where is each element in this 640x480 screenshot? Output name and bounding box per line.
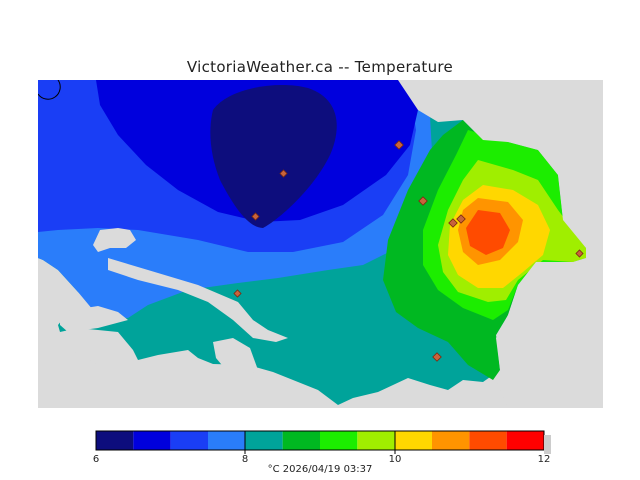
- inlet-bay: [213, 338, 258, 378]
- colorbar-shadow: [544, 435, 551, 454]
- colorbar-bin: [133, 431, 171, 450]
- station-marker[interactable]: [575, 249, 584, 258]
- colorbar-bin: [357, 431, 395, 450]
- colorbar-tick-label: 8: [241, 454, 249, 465]
- inlet-arm: [108, 258, 288, 342]
- temperature-map: [38, 80, 603, 408]
- station-marker[interactable]: [418, 196, 428, 206]
- colorbar-bin: [394, 431, 432, 450]
- station-marker[interactable]: [448, 218, 458, 228]
- station-marker[interactable]: [394, 140, 404, 150]
- colorbar-bin: [506, 431, 544, 450]
- colorbar-bin: [432, 431, 470, 450]
- colorbar-bin: [282, 431, 320, 450]
- colorbar-tick-label: 10: [388, 454, 402, 465]
- colorbar-tick-label: 12: [537, 454, 551, 465]
- inlet-west: [93, 228, 136, 252]
- inlet-south: [60, 306, 128, 332]
- contour-11-11.5: [466, 210, 510, 255]
- contour-6-6.5: [210, 84, 337, 229]
- colorbar: [95, 430, 551, 454]
- corner-arc: [38, 80, 61, 100]
- station-marker[interactable]: [432, 352, 442, 362]
- land-contours: [38, 80, 603, 408]
- colorbar-bin: [469, 431, 507, 450]
- colorbar-bin: [96, 431, 134, 450]
- colorbar-bin: [170, 431, 208, 450]
- station-marker[interactable]: [456, 214, 466, 224]
- colorbar-bins: [96, 431, 544, 450]
- station-markers: [233, 140, 584, 362]
- map-title: VictoriaWeather.ca -- Temperature: [186, 58, 454, 76]
- station-marker[interactable]: [251, 212, 260, 221]
- colorbar-bin: [320, 431, 358, 450]
- station-marker[interactable]: [233, 289, 242, 298]
- colorbar-bin: [245, 431, 283, 450]
- ne-water: [398, 80, 603, 256]
- station-marker[interactable]: [279, 169, 288, 178]
- colorbar-caption: °C 2026/04/19 03:37: [267, 464, 373, 475]
- colorbar-bin: [208, 431, 246, 450]
- inlet-east: [496, 258, 603, 408]
- coast-bottom: [38, 332, 338, 408]
- colorbar-tick-label: 6: [92, 454, 100, 465]
